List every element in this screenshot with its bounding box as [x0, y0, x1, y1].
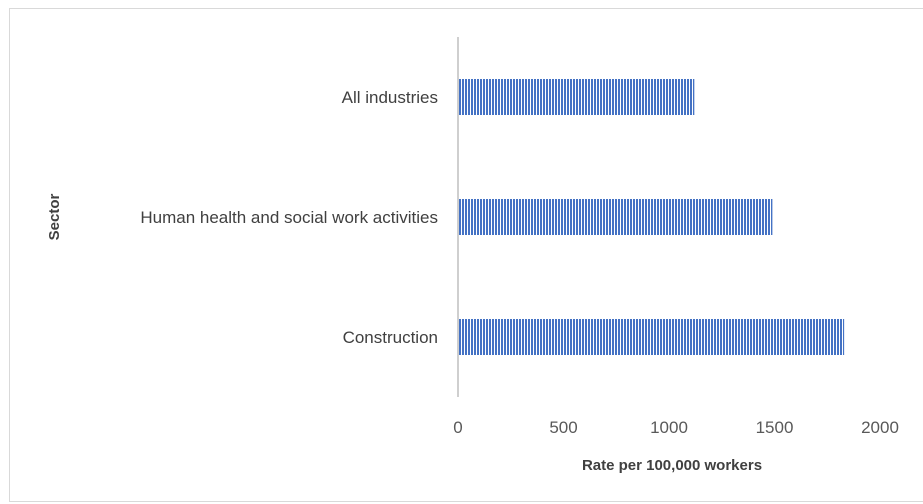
category-labels: All industries Human health and social wo…	[140, 88, 438, 347]
bar-2	[459, 199, 773, 235]
category-label: All industries	[342, 88, 438, 107]
x-tick-label: 500	[549, 418, 577, 437]
x-tick-label: 2000	[861, 418, 899, 437]
x-tick-label: 1500	[756, 418, 794, 437]
x-axis-title: Rate per 100,000 workers	[582, 457, 762, 474]
bar-1	[459, 79, 695, 115]
bar-3	[459, 319, 845, 355]
y-axis-title: Sector	[46, 193, 63, 240]
bars-group	[459, 79, 845, 355]
category-label: Construction	[343, 328, 438, 347]
x-tick-label: 0	[453, 418, 462, 437]
x-tick-labels: 0 500 1000 1500 2000	[453, 418, 899, 437]
category-label: Human health and social work activities	[140, 208, 438, 227]
x-tick-label: 1000	[650, 418, 688, 437]
